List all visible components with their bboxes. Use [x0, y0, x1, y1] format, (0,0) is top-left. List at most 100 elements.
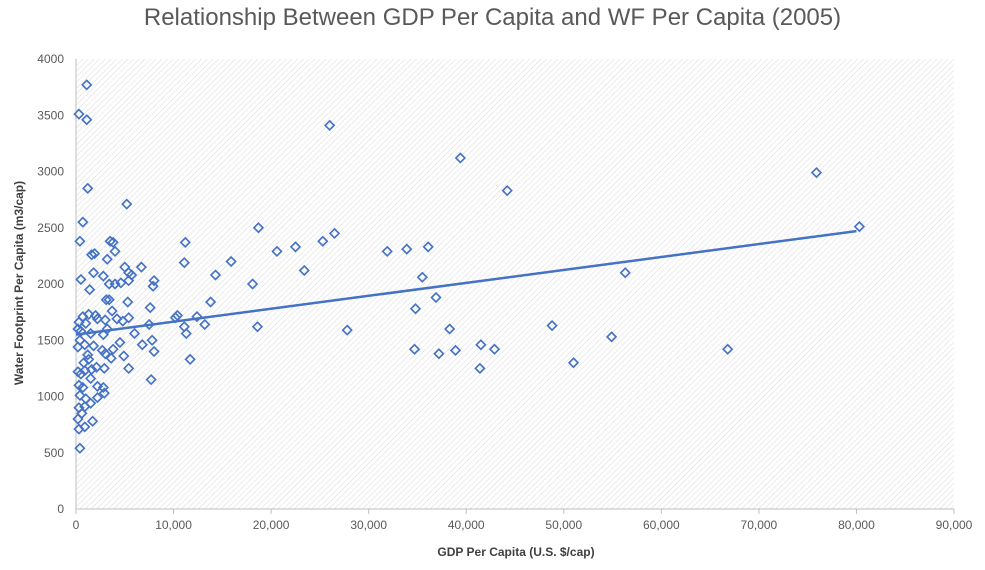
data-point	[252, 222, 265, 234]
data-points	[72, 79, 866, 454]
data-point	[86, 415, 99, 427]
x-tick-label: 60,000	[643, 518, 680, 532]
data-point	[171, 309, 184, 322]
data-point	[567, 357, 580, 369]
data-point	[87, 340, 100, 352]
data-point	[605, 331, 618, 343]
data-point	[99, 348, 111, 360]
data-point	[619, 267, 631, 279]
data-point	[83, 308, 95, 321]
data-point	[118, 350, 130, 362]
data-point	[99, 314, 111, 326]
data-point	[474, 362, 486, 375]
data-point	[271, 245, 283, 258]
plot-area	[76, 59, 954, 509]
y-tick-label: 0	[57, 502, 64, 516]
data-point	[147, 280, 159, 292]
x-tick-label: 20,000	[253, 518, 290, 532]
data-point	[117, 315, 129, 327]
data-point	[98, 362, 110, 375]
chart-title: Relationship Between GDP Per Capita and …	[143, 4, 842, 31]
x-tick-label: 0	[73, 518, 80, 532]
data-point	[209, 269, 222, 281]
data-point	[81, 79, 93, 91]
data-point	[449, 344, 462, 357]
data-point	[121, 198, 133, 210]
data-point	[104, 235, 116, 247]
data-point	[107, 236, 119, 249]
data-point	[199, 318, 211, 331]
data-point	[810, 166, 823, 179]
data-point	[101, 323, 113, 335]
plot-area-hatch	[76, 59, 954, 509]
data-point	[85, 372, 97, 385]
data-point	[82, 349, 94, 361]
data-point	[501, 184, 513, 197]
data-point	[91, 313, 104, 325]
data-point	[109, 245, 121, 258]
data-point	[88, 247, 101, 260]
data-point	[225, 255, 237, 268]
x-tick-label: 70,000	[741, 518, 778, 532]
data-point	[106, 305, 118, 317]
axis-labels: GDP Per Capita (U.S. $/cap) Water Footpr…	[12, 181, 595, 559]
data-point	[73, 108, 85, 120]
y-tick-label: 3000	[37, 165, 64, 179]
data-point	[401, 243, 413, 255]
data-point	[123, 362, 135, 375]
data-point	[143, 318, 155, 331]
trendline-line	[75, 229, 857, 336]
data-point	[97, 381, 109, 394]
data-point	[191, 310, 203, 323]
data-point	[128, 327, 141, 340]
data-point	[123, 274, 135, 287]
data-point	[178, 256, 190, 269]
y-tick-label: 1500	[37, 333, 64, 347]
data-point	[85, 397, 97, 409]
data-point	[77, 216, 89, 228]
data-point	[98, 387, 110, 399]
x-tick-label: 50,000	[545, 518, 582, 532]
data-point	[85, 249, 98, 261]
data-point	[76, 407, 88, 420]
data-point	[123, 312, 135, 324]
data-point	[433, 348, 445, 360]
data-point	[430, 291, 442, 304]
data-point	[79, 421, 91, 433]
data-point	[77, 381, 89, 394]
data-point	[83, 353, 95, 366]
y-axis-title: Water Footprint Per Capita (m3/cap)	[12, 181, 26, 385]
data-point	[317, 235, 329, 247]
axes: 0 10,000 20,000 30,000 40,000 50,000 60,000 70,…	[37, 52, 972, 532]
data-point	[408, 343, 421, 355]
y-tick-label: 2000	[37, 277, 64, 291]
data-point	[722, 343, 734, 355]
x-tick-label: 10,000	[155, 518, 192, 532]
data-point	[341, 324, 353, 336]
data-point	[475, 339, 487, 351]
data-point	[73, 316, 85, 328]
data-point	[145, 373, 157, 386]
data-point	[85, 327, 97, 340]
data-point	[74, 235, 86, 247]
data-point	[148, 274, 160, 287]
y-tick-label: 1000	[37, 390, 64, 404]
data-point	[853, 220, 866, 233]
y-tick-label: 500	[44, 446, 64, 460]
data-point	[204, 296, 217, 308]
data-point	[409, 303, 422, 315]
data-point	[75, 273, 87, 286]
data-point	[298, 264, 310, 277]
data-point	[79, 339, 91, 351]
x-tick-label: 90,000	[936, 518, 973, 532]
data-point	[289, 241, 302, 253]
y-tick-label: 2500	[37, 221, 64, 235]
data-point	[91, 391, 104, 404]
trendline	[75, 229, 857, 336]
y-tick-label: 4000	[37, 52, 64, 66]
data-point	[328, 227, 341, 240]
data-point	[97, 270, 109, 282]
data-point	[114, 336, 126, 349]
y-tick-label: 3500	[37, 108, 64, 122]
